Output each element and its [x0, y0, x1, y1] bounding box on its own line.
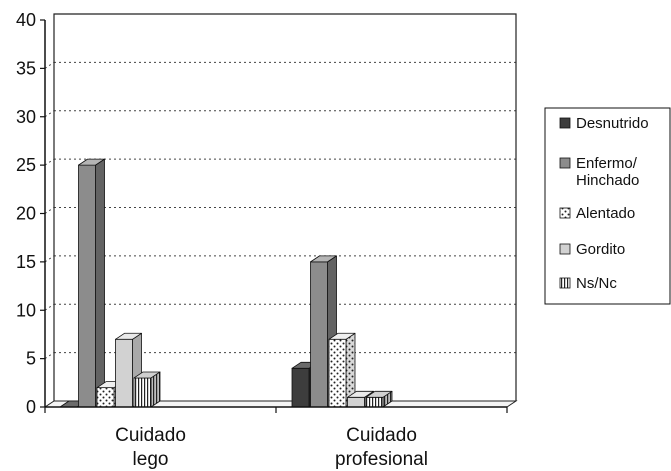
bars: [59, 158, 393, 408]
bar-side: [95, 158, 105, 408]
back-wall: [53, 13, 517, 401]
bar-top: [310, 255, 337, 263]
legend-label: Alentado: [576, 205, 635, 222]
legend-label: Gordito: [576, 241, 625, 258]
legend: Desnutrido Enfermo/Hinchado Alentado Gordit…: [544, 107, 671, 305]
gridline: [44, 110, 55, 118]
gridlines: [44, 61, 516, 360]
legend-swatch: [559, 207, 571, 219]
category-label: Cuidado: [115, 425, 186, 446]
bar-front: [96, 387, 115, 408]
bar: [133, 371, 161, 408]
gridline: [44, 255, 55, 263]
bar-top: [365, 390, 393, 398]
bar-front: [133, 377, 152, 408]
y-tick-label: 20: [16, 204, 36, 224]
y-tick-label: 10: [16, 300, 36, 320]
gridline: [44, 352, 55, 360]
bar-front: [328, 338, 347, 408]
bar: [365, 390, 393, 408]
legend-label: Ns/Nc: [576, 275, 617, 292]
bar-front: [365, 396, 384, 408]
category-label: profesional: [335, 449, 428, 470]
axis-labels: 0 5 10 15 20 25 30 35 40 Cuidado lego Cuidado profes…: [16, 10, 428, 470]
bar: [78, 158, 105, 408]
y-tick-label: 0: [26, 397, 36, 417]
category-label: Cuidado: [346, 425, 417, 446]
legend-label: Enfermo/: [576, 155, 638, 172]
bar-top: [78, 158, 105, 166]
bar-front: [347, 396, 365, 408]
gridline: [44, 207, 55, 214]
gridline: [44, 61, 55, 69]
plot-walls: [43, 13, 518, 408]
y-tick-label: 5: [26, 349, 36, 369]
category-label: lego: [133, 449, 169, 470]
y-tick-label: 25: [16, 155, 36, 175]
bar-front: [310, 261, 328, 408]
legend-swatch: [559, 243, 571, 255]
y-tick-label: 30: [16, 107, 36, 127]
y-tick-label: 40: [16, 10, 36, 30]
bar-top: [328, 332, 356, 340]
y-tick-label: 15: [16, 252, 36, 272]
bar-front: [291, 367, 310, 408]
bar-top: [115, 332, 142, 340]
bar-top: [133, 371, 161, 379]
gridline: [44, 158, 55, 166]
gridline: [44, 303, 55, 311]
legend-label: Hinchado: [576, 172, 639, 189]
legend-swatch: [559, 157, 571, 169]
y-tick-label: 35: [16, 58, 36, 78]
legend-swatch: [559, 117, 571, 129]
axes: [40, 19, 508, 413]
bar-front: [78, 164, 96, 408]
legend-label: Desnutrido: [576, 115, 649, 132]
bar-front: [115, 338, 133, 408]
legend-box: [544, 107, 671, 305]
bar-top: [347, 390, 374, 398]
bar: [328, 332, 356, 408]
legend-swatch: [559, 277, 571, 289]
